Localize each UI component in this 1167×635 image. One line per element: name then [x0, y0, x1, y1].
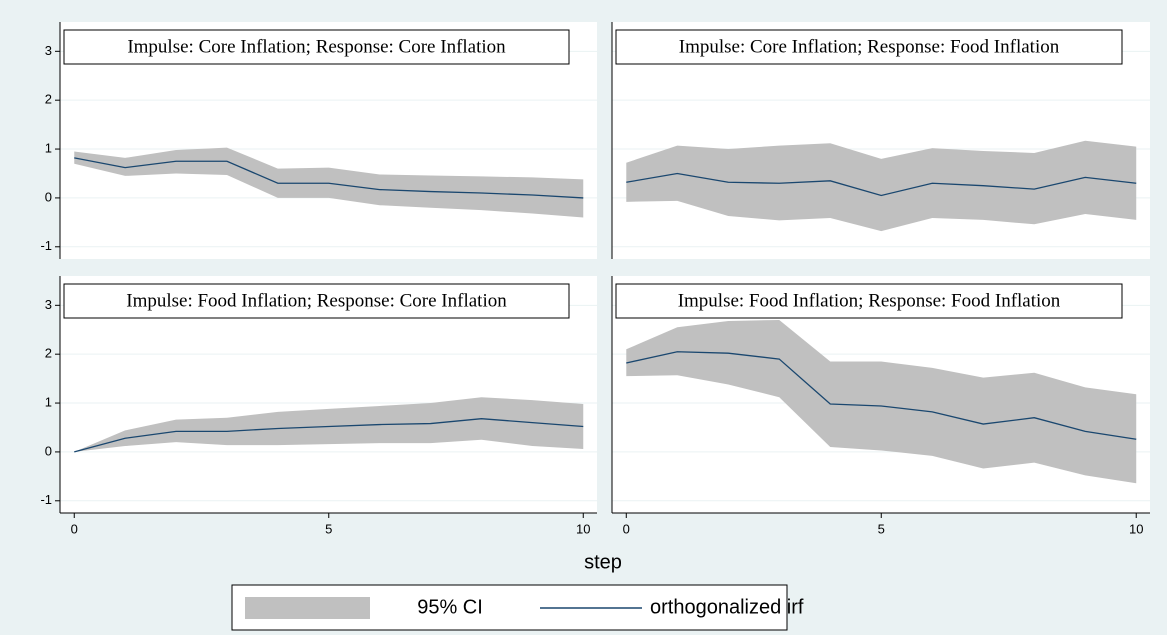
x-tick-label: 0 — [623, 521, 630, 536]
title-box — [615, 283, 1123, 319]
irf-line — [626, 172, 1137, 197]
y-tick-label: 2 — [45, 92, 52, 107]
x-tick-label: 10 — [576, 521, 590, 536]
y-tick-label: 3 — [45, 297, 52, 312]
y-tick-label: -1 — [40, 238, 52, 253]
y-tick-label: -1 — [40, 492, 52, 507]
y-tick-label: 2 — [45, 346, 52, 361]
irf-line — [74, 157, 584, 199]
panel-title: Impulse: Core Inflation; Response: Core … — [127, 36, 506, 57]
irf-line — [74, 418, 584, 453]
confidence-band — [74, 397, 584, 452]
x-tick-label: 5 — [325, 521, 332, 536]
title-box — [63, 283, 570, 319]
title-box — [615, 29, 1123, 65]
legend-band-swatch — [245, 597, 370, 619]
y-tick-label: 0 — [45, 443, 52, 458]
panel-title: Impulse: Core Inflation; Response: Food … — [679, 36, 1060, 57]
y-tick-label: 3 — [45, 43, 52, 58]
y-tick-label: 1 — [45, 394, 52, 409]
legend-label: 95% CI — [417, 596, 483, 618]
x-axis-label: step — [584, 551, 622, 573]
confidence-band — [626, 319, 1137, 484]
confidence-band — [626, 140, 1137, 232]
confidence-band — [74, 147, 584, 218]
irf-line — [626, 351, 1137, 440]
x-tick-label: 0 — [71, 521, 78, 536]
panel-title: Impulse: Food Inflation; Response: Core … — [126, 290, 507, 311]
legend-label: orthogonalized irf — [650, 596, 804, 618]
panel-title: Impulse: Food Inflation; Response: Food … — [678, 290, 1061, 311]
x-tick-label: 10 — [1129, 521, 1143, 536]
y-tick-label: 1 — [45, 140, 52, 155]
y-tick-label: 0 — [45, 189, 52, 204]
x-tick-label: 5 — [878, 521, 885, 536]
title-box — [63, 29, 570, 65]
